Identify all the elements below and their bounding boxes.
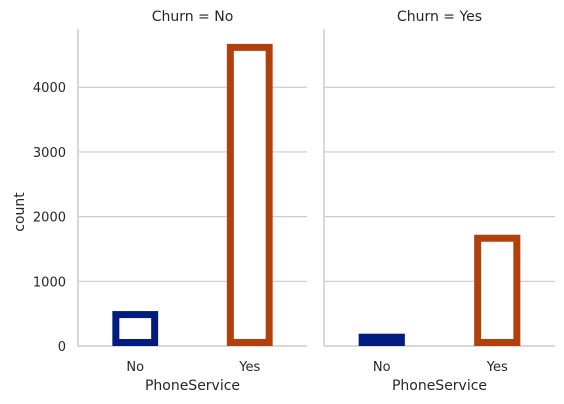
bar-no [358,333,405,346]
facet-churn-no: No Yes 0 1000 2000 3000 4000 Churn = No PhoneSer… [33,9,307,394]
bar-no [112,311,159,347]
x-tick-label: Yes [486,360,508,375]
facet-churn-yes: No Yes Churn = Yes PhoneService [323,9,555,394]
x-tick-label: No [126,360,144,375]
x-axis-title: PhoneService [145,378,240,394]
y-tick-label: 3000 [33,146,66,161]
y-tick-label: 4000 [33,81,66,96]
y-tick-label: 1000 [33,275,66,290]
x-tick-label: Yes [238,360,260,375]
y-tick-label: 0 [58,340,66,355]
bar-yes [226,43,273,347]
facet-title: Churn = No [152,9,234,25]
y-axis-title: count [12,192,28,232]
bar-yes [474,234,521,346]
facet-title: Churn = Yes [397,9,482,25]
y-tick-label: 2000 [33,211,66,226]
x-tick-label: No [373,360,391,375]
x-axis-title: PhoneService [392,378,487,394]
